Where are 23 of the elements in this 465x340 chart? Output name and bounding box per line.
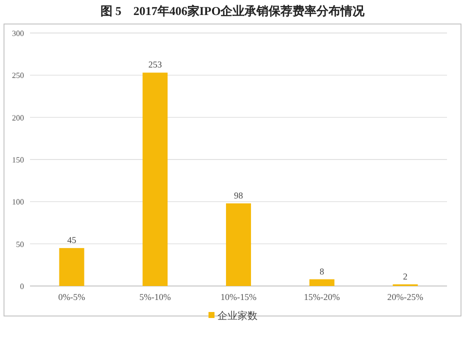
y-tick-label: 150 <box>12 156 24 164</box>
y-tick-label: 250 <box>12 71 24 80</box>
x-tick-label: 0%-5% <box>58 292 86 302</box>
data-label: 253 <box>148 60 162 70</box>
y-tick-label: 50 <box>16 240 24 249</box>
bar <box>142 72 168 286</box>
x-tick-label: 15%-20% <box>304 292 340 302</box>
data-label: 2 <box>403 271 408 282</box>
bar <box>226 203 252 286</box>
chart-title: 图 5 2017年406家IPO企业承销保荐费率分布情况 <box>100 4 366 18</box>
legend-label: 企业家数 <box>218 310 258 322</box>
data-label: 8 <box>320 266 325 276</box>
y-tick-label: 100 <box>12 198 24 207</box>
bar <box>59 248 84 286</box>
y-tick-label: 200 <box>12 113 24 122</box>
data-label: 98 <box>234 190 244 200</box>
bar <box>309 279 334 286</box>
x-tick-label: 20%-25% <box>387 292 424 302</box>
x-tick-label: 10%-15% <box>220 292 257 302</box>
x-tick-label: 5%-10% <box>139 292 172 302</box>
y-tick-label: 300 <box>12 29 24 38</box>
y-tick-label: 0 <box>20 282 24 291</box>
data-label: 45 <box>67 235 77 246</box>
